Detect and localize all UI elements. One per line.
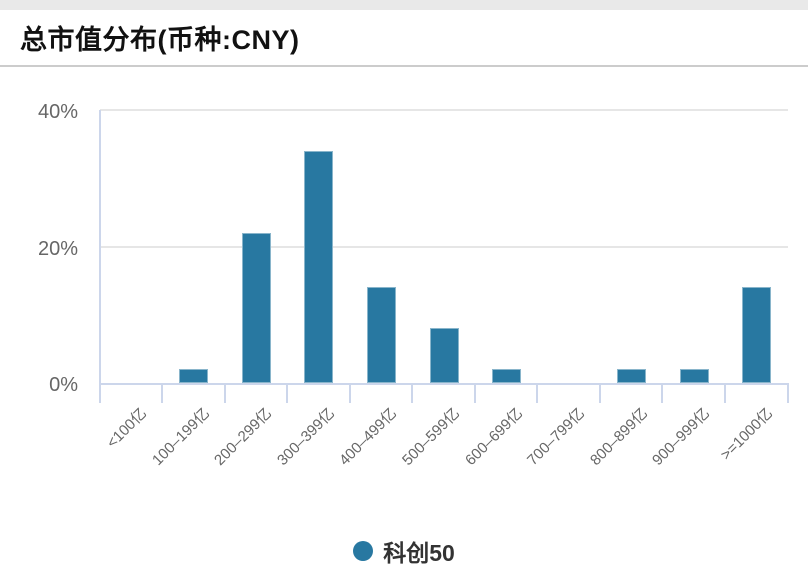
- bar->=1000亿[interactable]: [742, 287, 772, 383]
- x-axis-tick: [223, 383, 226, 403]
- x-axis-tick: [786, 383, 789, 403]
- x-axis-tick: [411, 383, 414, 403]
- legend-label: 科创50: [383, 540, 455, 566]
- x-axis-tick: [286, 383, 289, 403]
- x-axis-tick: [661, 383, 664, 403]
- x-axis-tick: [598, 383, 601, 403]
- bar-400–499亿[interactable]: [366, 287, 396, 383]
- y-axis-label-40: 40%: [37, 101, 78, 123]
- bar-800–899亿[interactable]: [617, 369, 647, 383]
- bar-500–599亿[interactable]: [429, 328, 459, 383]
- x-axis-tick: [473, 383, 476, 403]
- y-gridline-20: [100, 245, 788, 248]
- y-axis-line: [98, 110, 101, 383]
- chart-title: 总市值分布(币种:CNY): [20, 25, 300, 55]
- legend-item-kc50[interactable]: 科创50: [0, 537, 808, 566]
- bar-600–699亿[interactable]: [492, 369, 522, 383]
- bar-100–199亿[interactable]: [179, 369, 209, 383]
- x-axis-tick: [348, 383, 351, 403]
- x-axis-tick: [536, 383, 539, 403]
- legend-marker-circle: [353, 541, 374, 561]
- y-axis-label-0: 0%: [49, 374, 78, 396]
- x-axis-line: [98, 383, 788, 385]
- x-axis-tick: [723, 383, 726, 403]
- y-axis-label-20: 20%: [37, 237, 78, 260]
- bar-300–399亿[interactable]: [304, 150, 334, 383]
- title-divider: [0, 65, 808, 67]
- bar-900–999亿[interactable]: [679, 369, 709, 383]
- x-axis-tick: [98, 383, 101, 403]
- bar-200–299亿[interactable]: [241, 232, 271, 383]
- x-axis-tick: [161, 383, 164, 403]
- top-border-band: [0, 0, 808, 10]
- y-gridline-40: [100, 109, 788, 111]
